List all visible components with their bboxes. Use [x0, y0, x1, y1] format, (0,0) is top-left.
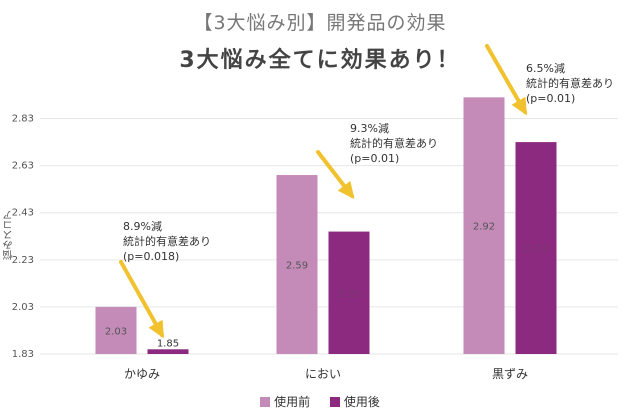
annotation-significance: 統計的有意差あり: [526, 77, 614, 90]
y-tick-label: 2.03: [12, 302, 34, 313]
annotation-itching: 8.9%減 統計的有意差あり (p=0.018): [123, 219, 211, 264]
bar-after: [328, 231, 370, 354]
bar-before: [276, 175, 318, 354]
annotation-pvalue: (p=0.01): [526, 92, 576, 105]
annotation-reduction: 9.3%減: [350, 122, 389, 135]
data-label: 2.92: [473, 222, 495, 233]
legend-swatch-before: [260, 396, 271, 407]
chart-title: 【3大悩み別】開発品の効果: [193, 12, 447, 34]
legend-item-before: 使用前: [260, 393, 310, 410]
annotation-significance: 統計的有意差あり: [350, 137, 438, 150]
data-label: 2.73: [525, 244, 547, 255]
annotation-significance: 統計的有意差あり: [123, 235, 211, 248]
annotation-reduction: 6.5%減: [526, 62, 565, 75]
annotation-odor: 9.3%減 統計的有意差あり (p=0.01): [350, 121, 438, 166]
arrow-shaft: [119, 260, 164, 337]
x-tick-label: 黒ずみ: [492, 367, 528, 381]
x-tick-label: におい: [305, 367, 341, 381]
legend-swatch-after: [329, 396, 340, 407]
legend-label-before: 使用前: [274, 395, 311, 409]
arrow-head: [148, 319, 164, 339]
y-tick-label: 2.43: [12, 208, 34, 219]
annotation-darkening: 6.5%減 統計的有意差あり (p=0.01): [526, 61, 614, 106]
y-tick-label: 2.83: [12, 114, 34, 125]
annotation-pvalue: (p=0.01): [350, 152, 400, 165]
data-label: 1.85: [157, 338, 179, 349]
legend-label-after: 使用後: [343, 395, 380, 409]
bar-after: [147, 349, 189, 354]
y-tick-label: 2.63: [12, 161, 34, 172]
data-label: 2.03: [105, 326, 127, 337]
legend: 使用前 使用後: [0, 393, 640, 410]
y-tick-label: 2.23: [12, 255, 34, 266]
arrow-head: [511, 96, 527, 116]
legend-item-after: 使用後: [329, 393, 380, 410]
y-tick-label: 1.83: [12, 349, 34, 360]
bar-before: [463, 97, 505, 354]
annotation-pvalue: (p=0.018): [123, 250, 180, 263]
annotation-reduction: 8.9%減: [123, 220, 162, 233]
arrow-head: [337, 180, 355, 200]
chart-subtitle: 3大悩み全てに効果あり！: [179, 48, 461, 73]
data-label: 2.59: [286, 261, 308, 272]
data-label: 2.35: [338, 289, 360, 300]
x-tick-label: かゆみ: [124, 367, 160, 381]
bar-before: [95, 306, 137, 354]
bar-after: [515, 142, 557, 354]
